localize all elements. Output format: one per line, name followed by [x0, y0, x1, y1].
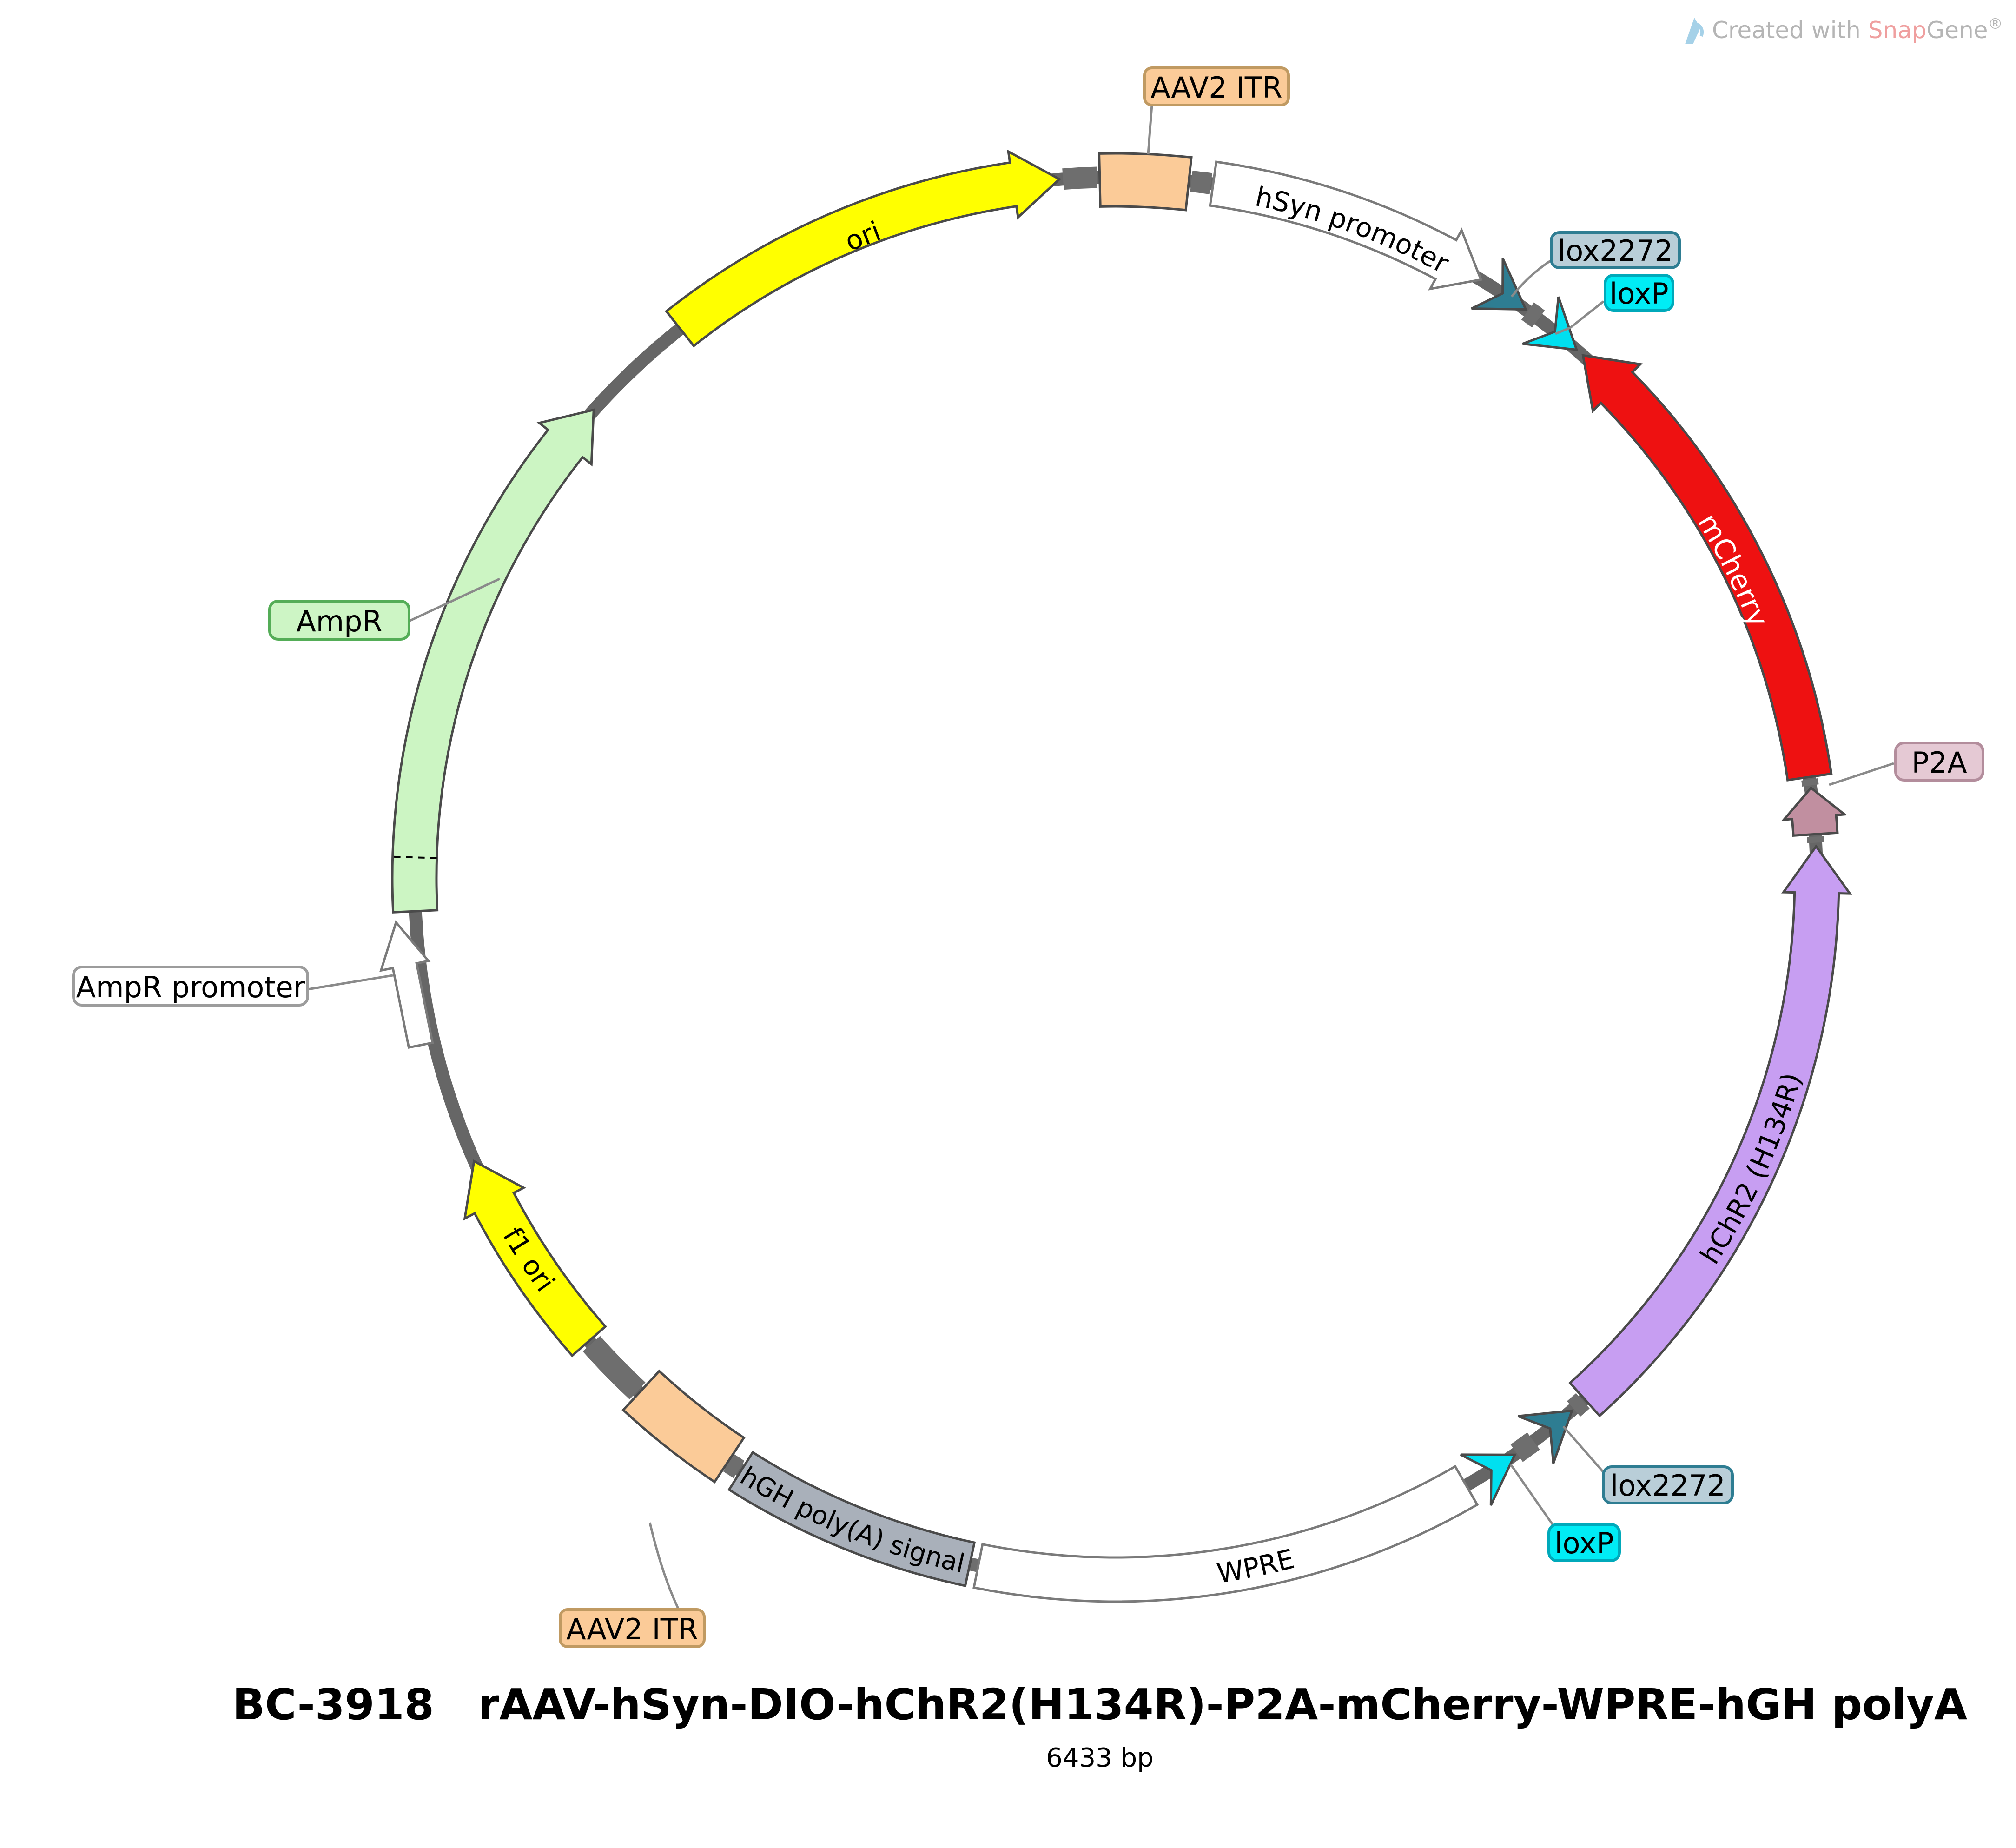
feature-ampr-promoter-arrow[interactable]: [379, 920, 434, 1049]
feature-label-lox2272-bottom[interactable]: lox2272: [1602, 1465, 1734, 1504]
backbone-connector: [582, 1336, 646, 1400]
leader-aav2-itr-top: [1147, 105, 1153, 155]
feature-label-text: AmpR: [296, 604, 382, 638]
snapgene-logo-icon: [1685, 18, 1700, 44]
backbone-connector: [1801, 778, 1819, 787]
feature-label-ampr[interactable]: AmpR: [268, 600, 410, 641]
feature-label-loxp-bottom[interactable]: loxP: [1547, 1523, 1621, 1562]
backbone-connector: [1807, 836, 1824, 843]
leader-loxp-bottom: [1509, 1464, 1555, 1527]
leader-ampr: [409, 577, 501, 622]
feature-label-text: AAV2 ITR: [1150, 71, 1282, 105]
feature-wpre-band[interactable]: [972, 1464, 1479, 1603]
leader-p2a: [1829, 762, 1894, 786]
feature-loxp-bottom-site[interactable]: [1460, 1453, 1517, 1506]
feature-aav2-itr-top[interactable]: [1098, 152, 1193, 212]
feature-label-hchr2: hChR2 (H134R): [1694, 1069, 1808, 1270]
feature-label-lox2272-top[interactable]: lox2272: [1550, 231, 1681, 269]
ampr-segment-divider: [392, 855, 437, 859]
feature-label-text: lox2272: [1610, 1469, 1725, 1503]
feature-label-hgh-polya: hGH poly(A) signal: [735, 1461, 967, 1579]
backbone-connector: [970, 1557, 978, 1572]
backbone-connectors: [582, 166, 1824, 1572]
feature-label-text: loxP: [1554, 1526, 1613, 1560]
feature-label-aav2-itr-top[interactable]: AAV2 ITR: [1143, 66, 1290, 106]
leader-ampr-promoter: [307, 974, 393, 991]
watermark-text: Created with SnapGene®: [1712, 15, 2003, 44]
feature-p2a-arrow[interactable]: [1781, 786, 1848, 837]
feature-label-aav2-itr-bottom[interactable]: AAV2 ITR: [559, 1608, 706, 1648]
feature-ampr-arrow[interactable]: [391, 408, 595, 914]
backbone-connector: [1521, 302, 1545, 328]
feature-label-text: loxP: [1609, 277, 1668, 311]
feature-aav2-itr-bottom[interactable]: [621, 1369, 746, 1484]
feature-label-loxp-top[interactable]: loxP: [1604, 274, 1674, 312]
leader-aav2-itr-bottom: [648, 1522, 681, 1612]
feature-ori-arrow[interactable]: [664, 149, 1062, 348]
feature-loxp-top-site[interactable]: [1522, 296, 1579, 351]
feature-f1-ori-arrow[interactable]: [463, 1159, 607, 1358]
backbone-connector: [723, 1454, 745, 1478]
feature-label-text: lox2272: [1558, 234, 1673, 268]
feature-hgh-polya-band[interactable]: [727, 1451, 976, 1587]
feature-label-p2a[interactable]: P2A: [1894, 742, 1984, 782]
feature-label-text: P2A: [1911, 746, 1967, 780]
leader-lox2272-top: [1511, 258, 1553, 298]
feature-label-ampr-promoter[interactable]: AmpR promoter: [72, 966, 309, 1007]
snapgene-logo-icon-hook: [1696, 22, 1704, 37]
leader-lox2272-bottom: [1562, 1425, 1604, 1472]
leader-loxp-top: [1555, 300, 1605, 335]
feature-hchr2-arrow[interactable]: [1568, 844, 1852, 1417]
feature-hsyn-promoter-arrow[interactable]: [1209, 160, 1483, 291]
snapgene-watermark: Created with SnapGene®: [1685, 15, 2003, 44]
backbone-connector: [1510, 1432, 1540, 1462]
feature-label-text: AAV2 ITR: [566, 1612, 698, 1646]
feature-mcherry-arrow[interactable]: [1581, 354, 1833, 782]
plasmid-size: 6433 bp: [1046, 1743, 1153, 1773]
backbone-connector: [1567, 1393, 1590, 1417]
backbone-connector: [1062, 166, 1098, 190]
backbone-connector: [1190, 170, 1212, 194]
feature-label-text: AmpR promoter: [76, 970, 305, 1004]
plasmid-title: BC-3918 rAAV-hSyn-DIO-hChR2(H134R)-P2A-mC…: [232, 1680, 1967, 1729]
